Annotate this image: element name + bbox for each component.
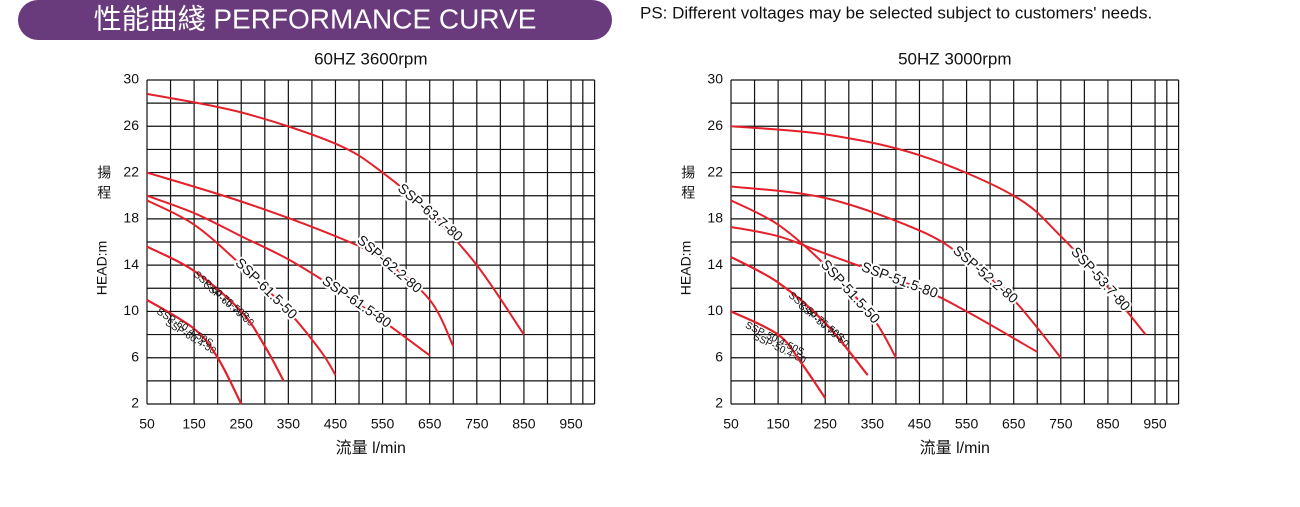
x-tick-label: 250 — [814, 416, 838, 432]
x-tick-label: 950 — [559, 416, 583, 432]
y-tick-label: 2 — [715, 395, 723, 411]
x-tick-label: 50 — [139, 416, 155, 432]
y-tick-label: 10 — [123, 302, 139, 318]
performance-curve — [730, 256, 869, 376]
grid — [146, 79, 596, 405]
y-tick-label: 22 — [707, 163, 723, 179]
x-tick-label: 650 — [418, 416, 442, 432]
curve-label: SSP-60.4-50S — [154, 306, 215, 349]
y-tick-label: 18 — [123, 210, 139, 226]
x-tick-label: 350 — [861, 416, 885, 432]
y-axis-label: HEAD:m — [678, 241, 694, 295]
performance-curve — [146, 194, 431, 357]
x-tick-label: 650 — [1002, 416, 1026, 432]
performance-curve — [730, 310, 827, 399]
header-banner — [18, 0, 612, 40]
y-tick-label: 6 — [715, 348, 723, 364]
x-axis-label: 流量 l/min — [336, 439, 406, 457]
y-tick-label: 2 — [131, 395, 139, 411]
y-axis-label-cn: 揚程 — [96, 164, 112, 205]
y-tick-label: 30 — [123, 71, 139, 87]
curve-label: SSP-50.75-50S — [786, 290, 846, 344]
header-note: PS: Different voltages may be selected s… — [640, 3, 1152, 22]
x-tick-label: 550 — [955, 416, 979, 432]
chart-title: 50HZ 3000rpm — [898, 49, 1011, 68]
y-axis-label-cn: 揚程 — [680, 164, 696, 205]
y-tick-label: 10 — [707, 302, 723, 318]
x-tick-label: 150 — [766, 416, 790, 432]
x-tick-label: 150 — [182, 416, 206, 432]
curve-label: SSP-62.2-80 — [354, 232, 425, 297]
y-tick-label: 26 — [707, 117, 723, 133]
x-axis-label: 流量 l/min — [920, 439, 990, 457]
x-tick-label: 450 — [908, 416, 932, 432]
curve-label: SSP-53.7-80 — [1068, 244, 1134, 314]
y-tick-label: 14 — [707, 256, 723, 272]
x-tick-label: 850 — [1096, 416, 1120, 432]
y-tick-label: 14 — [123, 256, 139, 272]
y-tick-label: 6 — [131, 348, 139, 364]
x-tick-label: 50 — [723, 416, 739, 432]
grid — [730, 79, 1180, 405]
x-tick-label: 750 — [1049, 416, 1073, 432]
x-tick-label: 550 — [371, 416, 395, 432]
header-title: 性能曲綫 PERFORMANCE CURVE — [94, 3, 537, 34]
performance-curve — [146, 171, 455, 347]
y-axis-label: HEAD:m — [94, 241, 110, 295]
performance-curve — [146, 299, 243, 405]
chart-title: 60HZ 3600rpm — [314, 49, 427, 68]
performance-curve — [146, 199, 337, 376]
x-tick-label: 850 — [512, 416, 536, 432]
performance-curve — [146, 245, 285, 382]
x-tick-label: 450 — [324, 416, 348, 432]
curve-label: SSP-61.5-80 — [319, 272, 394, 331]
performance-curve — [730, 125, 1147, 336]
x-tick-label: 350 — [277, 416, 301, 432]
curve-label: SSP-52.2-80 — [950, 242, 1021, 307]
performance-curve — [146, 92, 525, 336]
x-tick-label: 950 — [1143, 416, 1167, 432]
y-tick-label: 18 — [707, 210, 723, 226]
y-tick-label: 22 — [123, 163, 139, 179]
y-tick-label: 30 — [707, 71, 723, 87]
y-tick-label: 26 — [123, 117, 139, 133]
performance-curve — [730, 225, 1038, 353]
performance-curve — [730, 185, 1062, 359]
x-tick-label: 750 — [465, 416, 489, 432]
x-tick-label: 250 — [230, 416, 254, 432]
performance-curve — [730, 199, 897, 359]
curve-label: SSP-60.75-50S — [191, 269, 251, 323]
